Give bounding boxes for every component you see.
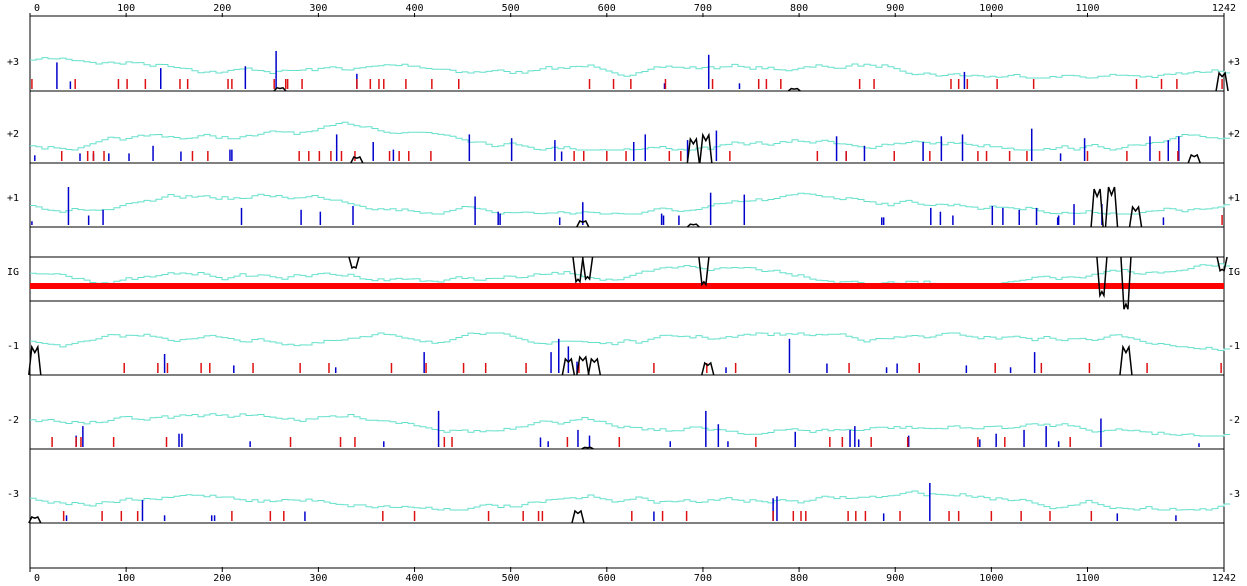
coding-peak [576,220,590,228]
coding-peak [1090,188,1104,228]
frame-panel: -3 -3 [7,483,1240,524]
gc-trace [30,413,1230,437]
frame-label-left: IG [7,267,19,278]
coding-peak [561,357,576,376]
frame-label-right: +1 [1228,193,1240,204]
x-tick-label-bottom: 800 [790,573,808,584]
frame-panel: IG IG [7,256,1240,310]
coding-peak [1187,153,1201,164]
frame-label-right: -2 [1228,415,1240,426]
x-tick-label-top: 800 [790,3,808,14]
x-tick-label-top: 1000 [979,3,1003,14]
coding-peak [701,361,715,376]
coding-peak [587,357,602,376]
x-tick-label-bottom: 100 [117,573,135,584]
x-tick-label-top: 1100 [1075,3,1099,14]
coding-peak [350,156,364,164]
frame-label-left: -1 [7,341,19,352]
frame-panel: +3 +3 [7,51,1240,92]
frame-label-right: -3 [1228,489,1240,500]
coding-peak [698,256,710,287]
coding-peak [1128,205,1143,228]
coding-peak [1120,256,1132,310]
frame-panel: -2 -2 [7,410,1240,450]
coding-peak [571,509,585,524]
frame-label-right: IG [1228,267,1240,278]
coding-peak [1216,256,1228,273]
coding-peak [1215,71,1229,92]
x-tick-label-top: 700 [694,3,712,14]
x-tick-label-bottom: 600 [598,573,616,584]
frame-label-right: +2 [1228,129,1240,140]
frame-label-right: +3 [1228,57,1240,68]
frame-label-left: -2 [7,415,19,426]
x-tick-label-bottom: 300 [309,573,327,584]
coding-peak [28,516,42,524]
axis-top: 0 100 200 300 400 500 600 700 800 900 1000 1100 1242 [29,3,1236,568]
x-tick-label-top: 300 [309,3,327,14]
gc-trace [30,192,1230,215]
frame-panel: +2 +2 [7,121,1240,164]
x-tick-label-bottom: 900 [886,573,904,584]
axis-bottom: 0 100 200 300 400 500 600 700 800 900 1000 1100 1242 [29,567,1236,584]
frame-panel: -1 -1 [7,332,1240,376]
x-tick-label-top: 0 [34,3,40,14]
x-tick-label-top: 600 [598,3,616,14]
coding-peak [581,446,594,450]
x-tick-label-top: 200 [213,3,231,14]
frame-panels: +3 +3 +2 +2 +1 +1 IG IG -1 -1 -2 -2 -3 -3 [7,51,1240,524]
frame-label-left: +2 [7,129,19,140]
gc-trace [30,57,1230,79]
coding-peak [576,355,590,376]
coding-peak [1096,256,1108,299]
frame-label-left: +3 [7,57,19,68]
x-tick-label-top: 500 [502,3,520,14]
gc-trace [30,263,1230,289]
coding-peak [273,86,287,92]
x-tick-label-bottom: 1100 [1075,573,1099,584]
coding-peak [1104,186,1119,228]
gc-trace [30,121,1230,151]
frame-panel: +1 +1 [7,186,1240,228]
x-tick-label-bottom: 400 [406,573,424,584]
x-tick-label-bottom: 500 [502,573,520,584]
frame-label-left: +1 [7,193,19,204]
coding-peak [348,256,360,270]
x-tick-label-bottom: 200 [213,573,231,584]
coding-peak [581,256,594,281]
coding-peak [699,132,713,164]
coding-peak [686,223,700,228]
gc-trace [30,490,1230,511]
x-tick-label-top: 1242 [1212,3,1236,14]
coding-peak [1119,344,1133,376]
x-tick-label-bottom: 700 [694,573,712,584]
coding-peak [787,87,801,92]
x-tick-label-top: 900 [886,3,904,14]
coding-peak [686,136,701,164]
x-tick-label-bottom: 1242 [1212,573,1236,584]
x-tick-label-bottom: 0 [34,573,40,584]
intergenic-bar [30,283,1224,289]
x-tick-label-bottom: 1000 [979,573,1003,584]
frame-label-left: -3 [7,489,19,500]
gc-trace [30,332,1230,351]
coding-peak [28,344,42,376]
frame-label-right: -1 [1228,341,1240,352]
x-tick-label-top: 100 [117,3,135,14]
coding-peak [572,256,584,284]
x-tick-label-top: 400 [406,3,424,14]
